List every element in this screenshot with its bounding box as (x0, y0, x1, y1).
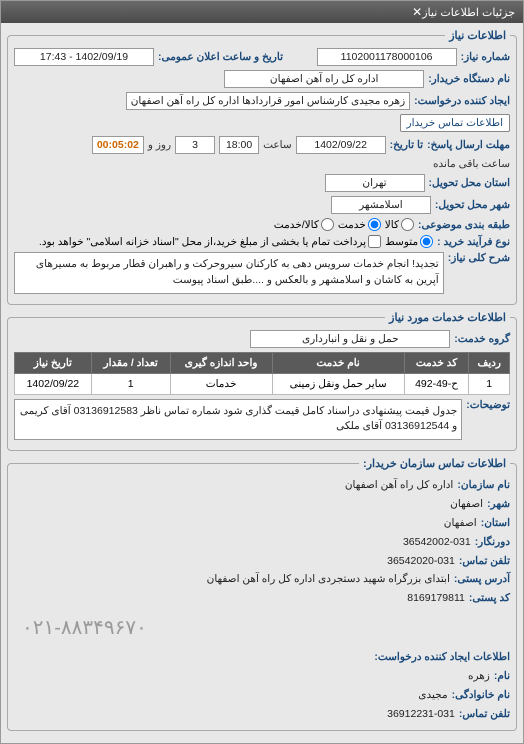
table-header: تعداد / مقدار (91, 352, 170, 373)
name-label: نام: (494, 667, 510, 686)
province-label: استان محل تحویل: (429, 177, 510, 189)
province-value: تهران (325, 174, 425, 192)
announce-value: 1402/09/19 - 17:43 (14, 48, 154, 66)
table-header-row: ردیفکد خدمتنام خدمتواحد اندازه گیریتعداد… (15, 352, 510, 373)
table-header: ردیف (469, 352, 510, 373)
proc-note-option[interactable]: پرداخت تمام یا بخشی از مبلغ خرید،از محل … (39, 235, 381, 248)
table-header: کد خدمت (404, 352, 469, 373)
big-phone: ۰۲۱-۸۸۳۴۹۶۷۰ (14, 608, 510, 648)
table-header: نام خدمت (272, 352, 404, 373)
table-header: واحد اندازه گیری (170, 352, 272, 373)
deadline-date: 1402/09/22 (296, 136, 386, 154)
tel-label: تلفن تماس: (459, 552, 510, 571)
legend-need-info: اطلاعات نیاز (445, 29, 510, 42)
pkg-goods-label: کالا (385, 219, 399, 231)
contact-province-label: استان: (481, 514, 510, 533)
notes-label: توضیحات: (466, 399, 510, 411)
deadline-time: 18:00 (219, 136, 259, 154)
need-no-label: شماره نیاز: (461, 51, 510, 63)
name-value: زهره (468, 667, 490, 686)
close-icon[interactable]: ✕ (412, 5, 422, 19)
content: اطلاعات نیاز شماره نیاز: 110200117800010… (1, 23, 523, 743)
fax-value: 36542002-031 (403, 533, 471, 552)
proc-mid-option[interactable]: متوسط (385, 235, 433, 248)
section-contact: اطلاعات تماس سازمان خریدار: نام سازمان:ا… (7, 457, 517, 731)
creator-header: اطلاعات ایجاد کننده درخواست: (14, 648, 510, 667)
creator-value: زهره مجیدی کارشناس امور قراردادها اداره … (126, 92, 410, 110)
lname-label: نام خانوادگی: (452, 686, 510, 705)
to-label: تا تاریخ: (390, 139, 423, 151)
city-label: شهر محل تحویل: (435, 199, 510, 211)
announce-label: تاریخ و ساعت اعلان عمومی: (158, 51, 283, 63)
table-cell: خدمات (170, 373, 272, 394)
post-value: 8169179811 (407, 589, 465, 608)
pkg-both-option[interactable]: کالا/خدمت (274, 218, 334, 231)
creator-label: ایجاد کننده درخواست: (414, 95, 510, 107)
pkg-both-label: کالا/خدمت (274, 219, 319, 231)
org-value: اداره کل راه آهن اصفهان (345, 476, 454, 495)
fax-label: دورنگار: (475, 533, 510, 552)
table-cell: 1 (469, 373, 510, 394)
lname-value: مجیدی (418, 686, 447, 705)
window: جزئیات اطلاعات نیاز ✕ اطلاعات نیاز شماره… (0, 0, 524, 744)
ctel-value: 36912231-031 (387, 705, 455, 724)
city-value: اسلامشهر (331, 196, 431, 214)
legend-service: اطلاعات خدمات مورد نیاز (385, 311, 510, 324)
service-table: ردیفکد خدمتنام خدمتواحد اندازه گیریتعداد… (14, 352, 510, 395)
contact-city-value: اصفهان (450, 495, 483, 514)
buyer-value: اداره کل راه آهن اصفهان (224, 70, 424, 88)
buyer-contact-button[interactable]: اطلاعات تماس خریدار (400, 114, 510, 132)
tel-value: 36542020-031 (387, 552, 455, 571)
addr-value: ابتدای بزرگراه شهید دستجردی اداره کل راه… (207, 570, 450, 589)
days-label: روز و (148, 139, 171, 151)
table-row: 1ح-49-492سایر حمل ونقل زمینیخدمات11402/0… (15, 373, 510, 394)
remain-value: 00:05:02 (92, 136, 144, 154)
titlebar: جزئیات اطلاعات نیاز ✕ (1, 1, 523, 23)
org-label: نام سازمان: (457, 476, 510, 495)
table-cell: 1 (91, 373, 170, 394)
section-service-info: اطلاعات خدمات مورد نیاز گروه خدمت: حمل و… (7, 311, 517, 452)
days-value: 3 (175, 136, 215, 154)
window-title: جزئیات اطلاعات نیاز (422, 6, 515, 19)
table-cell: سایر حمل ونقل زمینی (272, 373, 404, 394)
pkg-goods-option[interactable]: کالا (385, 218, 414, 231)
desc-label: شرح کلی نیاز: (448, 252, 510, 264)
section-need-info: اطلاعات نیاز شماره نیاز: 110200117800010… (7, 29, 517, 305)
proc-label: نوع فرآیند خرید : (437, 236, 510, 248)
post-label: کد پستی: (469, 589, 510, 608)
time-label: ساعت (263, 139, 292, 151)
pkg-service-label: خدمت (338, 219, 366, 231)
notes-value: جدول قیمت پیشنهادی دراسناد کامل قیمت گذا… (14, 399, 462, 441)
deadline-label: مهلت ارسال پاسخ: (427, 139, 510, 151)
table-cell: ح-49-492 (404, 373, 469, 394)
table-header: تاریخ نیاز (15, 352, 92, 373)
group-label: گروه خدمت: (454, 333, 510, 345)
proc-note-text: پرداخت تمام یا بخشی از مبلغ خرید،از محل … (39, 236, 366, 248)
remain-label: ساعت باقی مانده (433, 158, 510, 170)
contact-city-label: شهر: (487, 495, 510, 514)
group-value: حمل و نقل و انبارداری (250, 330, 450, 348)
desc-value: تجدید! انجام خدمات سرویس دهی به کارکنان … (14, 252, 444, 294)
addr-label: آدرس پستی: (454, 570, 510, 589)
ctel-label: تلفن تماس: (459, 705, 510, 724)
need-no-value: 1102001178000106 (317, 48, 457, 66)
pkg-service-option[interactable]: خدمت (338, 218, 381, 231)
proc-mid-label: متوسط (385, 236, 418, 248)
legend-contact: اطلاعات تماس سازمان خریدار: (359, 457, 510, 470)
buyer-label: نام دستگاه خریدار: (428, 73, 510, 85)
pkg-label: طبقه بندی موضوعی: (418, 219, 510, 231)
contact-block: نام سازمان:اداره کل راه آهن اصفهان شهر:ا… (14, 476, 510, 724)
table-cell: 1402/09/22 (15, 373, 92, 394)
contact-province-value: اصفهان (444, 514, 477, 533)
